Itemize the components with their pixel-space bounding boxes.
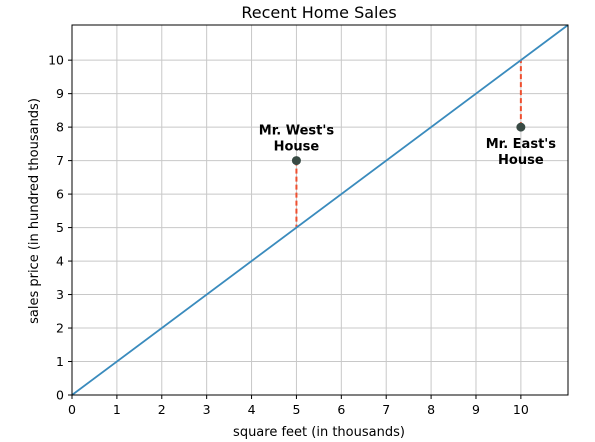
y-tick-label: 2 — [56, 321, 64, 336]
y-tick-label: 3 — [56, 287, 64, 302]
house-point — [516, 122, 526, 132]
x-axis-ticks: 0 1 2 3 4 5 6 7 8 9 10 — [68, 395, 529, 417]
series-lines — [71, 24, 569, 396]
y-axis-ticks: 0 1 2 3 4 5 6 7 8 9 10 — [48, 53, 72, 403]
x-tick-label: 7 — [382, 402, 390, 417]
y-axis-label: sales price (in hundred thousands) — [27, 98, 42, 324]
house-annotation: House — [498, 153, 544, 168]
y-tick-label: 1 — [56, 354, 64, 369]
y-tick-label: 8 — [56, 120, 64, 135]
house-annotation: Mr. West's — [259, 124, 335, 139]
x-tick-label: 2 — [158, 402, 166, 417]
x-tick-label: 4 — [248, 402, 256, 417]
x-tick-label: 1 — [113, 402, 121, 417]
regression-line — [71, 24, 569, 396]
y-tick-label: 6 — [56, 187, 64, 202]
y-tick-label: 4 — [56, 254, 64, 269]
house-annotation: Mr. East's — [486, 137, 557, 152]
y-tick-label: 5 — [56, 220, 64, 235]
x-tick-label: 0 — [68, 402, 76, 417]
x-tick-label: 6 — [337, 402, 345, 417]
x-tick-label: 8 — [427, 402, 435, 417]
x-tick-label: 5 — [292, 402, 300, 417]
x-tick-label: 10 — [513, 402, 529, 417]
x-tick-label: 9 — [472, 402, 480, 417]
y-tick-label: 10 — [48, 53, 64, 68]
house-point — [291, 156, 301, 166]
chart-title: Recent Home Sales — [241, 3, 396, 22]
x-tick-label: 3 — [203, 402, 211, 417]
y-tick-label: 7 — [56, 153, 64, 168]
residual-lines — [295, 60, 522, 228]
y-tick-label: 0 — [56, 388, 64, 403]
y-tick-label: 9 — [56, 86, 64, 101]
plot-frame — [71, 24, 569, 396]
x-axis-label: square feet (in thousands) — [233, 425, 405, 440]
house-annotation: House — [274, 140, 320, 155]
